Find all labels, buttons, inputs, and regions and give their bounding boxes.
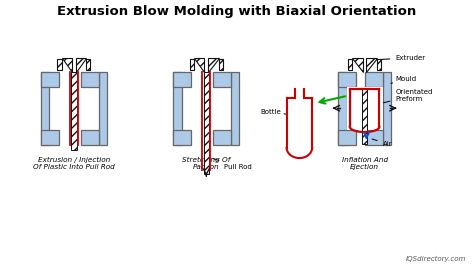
- Bar: [219, 59, 223, 70]
- Bar: [348, 59, 352, 70]
- Bar: [213, 130, 231, 145]
- Text: Stretching Of
Parison: Stretching Of Parison: [182, 157, 230, 170]
- Bar: [365, 130, 383, 145]
- Bar: [338, 130, 356, 145]
- Bar: [338, 72, 346, 145]
- Text: Orientated
Preform: Orientated Preform: [383, 89, 433, 103]
- Bar: [173, 130, 191, 145]
- Bar: [81, 72, 99, 87]
- Polygon shape: [194, 58, 204, 72]
- Bar: [346, 87, 383, 130]
- Text: Bottle: Bottle: [261, 109, 286, 115]
- Bar: [338, 72, 356, 87]
- Bar: [383, 72, 391, 145]
- Bar: [231, 72, 239, 145]
- Polygon shape: [62, 58, 72, 72]
- Text: Air: Air: [372, 139, 392, 147]
- Bar: [41, 72, 59, 87]
- Bar: [213, 72, 231, 87]
- Polygon shape: [76, 58, 86, 72]
- Polygon shape: [366, 58, 377, 72]
- Bar: [57, 59, 62, 70]
- Bar: [362, 88, 367, 144]
- Bar: [81, 130, 99, 145]
- Bar: [41, 72, 49, 145]
- Text: Mould: Mould: [391, 76, 417, 83]
- Polygon shape: [208, 58, 219, 72]
- Bar: [365, 72, 383, 87]
- Text: IQSdirectory.com: IQSdirectory.com: [406, 256, 466, 263]
- Bar: [41, 130, 59, 145]
- Bar: [377, 59, 381, 70]
- Bar: [99, 72, 107, 145]
- Bar: [190, 59, 194, 70]
- Bar: [173, 72, 182, 145]
- Text: Pull Rod: Pull Rod: [213, 159, 252, 170]
- Text: Inflation And
Ejection: Inflation And Ejection: [342, 157, 388, 170]
- Bar: [204, 72, 209, 174]
- Bar: [72, 72, 76, 149]
- Bar: [173, 72, 191, 87]
- Polygon shape: [352, 58, 363, 72]
- Text: Extrusion Blow Molding with Biaxial Orientation: Extrusion Blow Molding with Biaxial Orie…: [57, 5, 417, 18]
- Text: Extrusion / Injection
Of Plastic Into Pull Rod: Extrusion / Injection Of Plastic Into Pu…: [33, 157, 115, 170]
- Bar: [86, 59, 91, 70]
- Text: Extruder: Extruder: [369, 55, 426, 61]
